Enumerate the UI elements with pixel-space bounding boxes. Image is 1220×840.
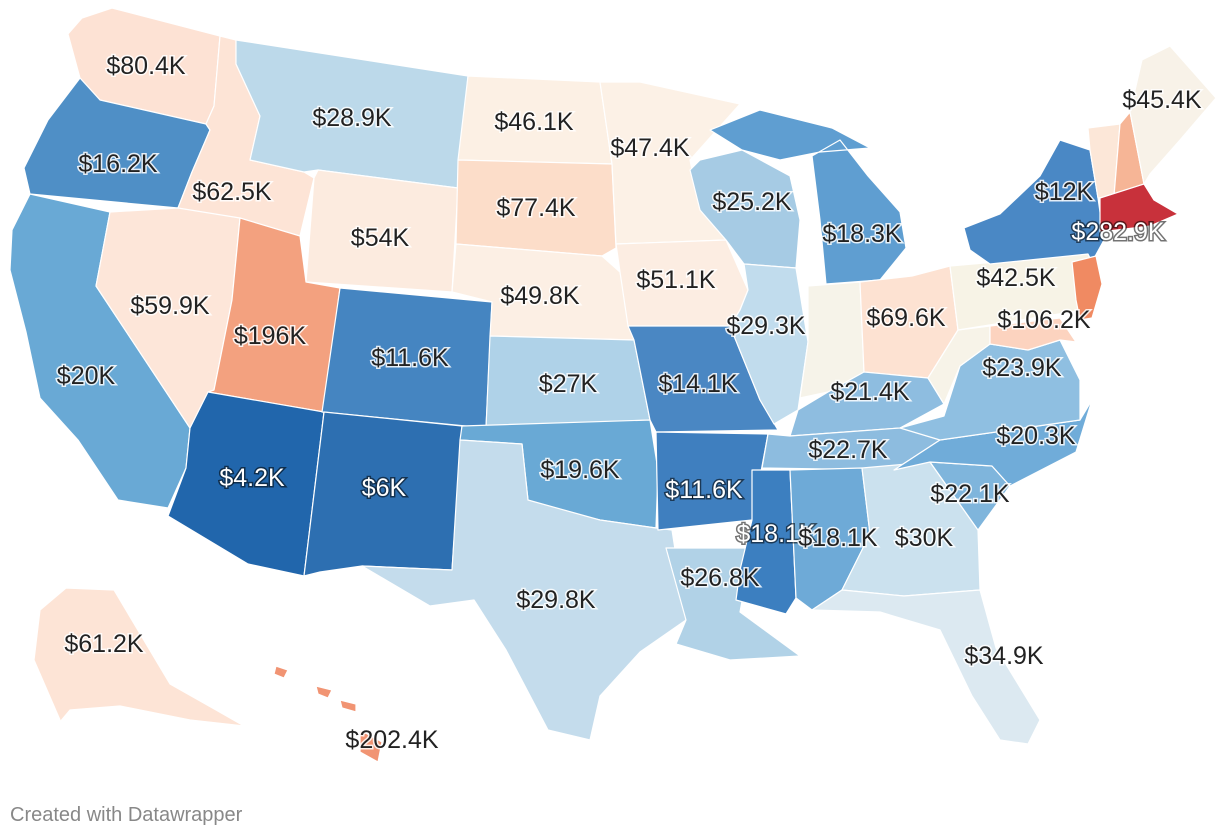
state-value-label-fl: $34.9K	[964, 642, 1044, 670]
state-value-label-ky: $21.4K	[830, 378, 910, 406]
datawrapper-credit[interactable]: Created with Datawrapper	[10, 804, 242, 827]
state-value-label-sd: $77.4K	[496, 194, 576, 222]
state-value-label-id: $62.5K	[192, 178, 272, 206]
state-ak[interactable]	[28, 588, 244, 760]
state-value-label-wa: $80.4K	[106, 52, 186, 80]
state-value-label-oh: $69.6K	[866, 304, 946, 332]
state-value-label-wy: $54K	[351, 224, 410, 252]
state-value-label-al: $18.1K	[798, 524, 878, 552]
state-value-label-tx: $29.8K	[516, 586, 596, 614]
state-value-label-mn: $47.4K	[610, 134, 690, 162]
state-value-label-me: $45.4K	[1122, 86, 1202, 114]
state-value-label-az: $4.2K	[219, 464, 285, 492]
state-value-label-il: $29.3K	[726, 312, 806, 340]
state-value-label-ks: $27K	[539, 370, 598, 398]
state-value-label-nc: $20.3K	[996, 422, 1076, 450]
state-value-label-la: $26.8K	[680, 564, 760, 592]
state-value-label-pa: $42.5K	[976, 264, 1056, 292]
state-value-label-mi: $18.3K	[822, 220, 902, 248]
state-value-label-nv: $59.9K	[130, 292, 210, 320]
state-value-label-mt: $28.9K	[312, 104, 392, 132]
state-value-label-va: $23.9K	[982, 354, 1062, 382]
state-value-label-nj: $106.2K	[997, 306, 1090, 334]
state-value-label-mo: $14.1K	[658, 370, 738, 398]
state-value-label-tn: $22.7K	[808, 436, 888, 464]
state-value-label-ok: $19.6K	[540, 456, 620, 484]
state-value-label-ia: $51.1K	[636, 266, 716, 294]
state-value-label-ut: $196K	[234, 322, 307, 350]
state-value-label-wi: $25.2K	[712, 188, 792, 216]
state-me[interactable]	[1130, 46, 1216, 184]
state-value-label-ne: $49.8K	[500, 282, 580, 310]
state-value-label-hi: $202.4K	[345, 726, 438, 754]
state-value-label-ny: $12K	[1035, 178, 1094, 206]
state-value-label-nm: $6K	[362, 474, 407, 502]
state-value-label-sc: $22.1K	[930, 480, 1010, 508]
state-value-label-ca: $20K	[57, 362, 116, 390]
state-value-label-co: $11.6K	[371, 344, 449, 372]
state-value-label-ak: $61.2K	[64, 630, 144, 658]
state-value-label-ma: $282.9K	[1071, 218, 1164, 246]
state-value-label-ga: $30K	[895, 524, 954, 552]
state-value-label-nd: $46.1K	[494, 108, 574, 136]
state-value-label-ar: $11.6K	[665, 476, 743, 504]
us-choropleth-map: $80.4K $16.2K $20K $62.5K $59.9K $28.9K $54K $1…	[0, 0, 1220, 800]
state-value-label-or: $16.2K	[78, 150, 158, 178]
